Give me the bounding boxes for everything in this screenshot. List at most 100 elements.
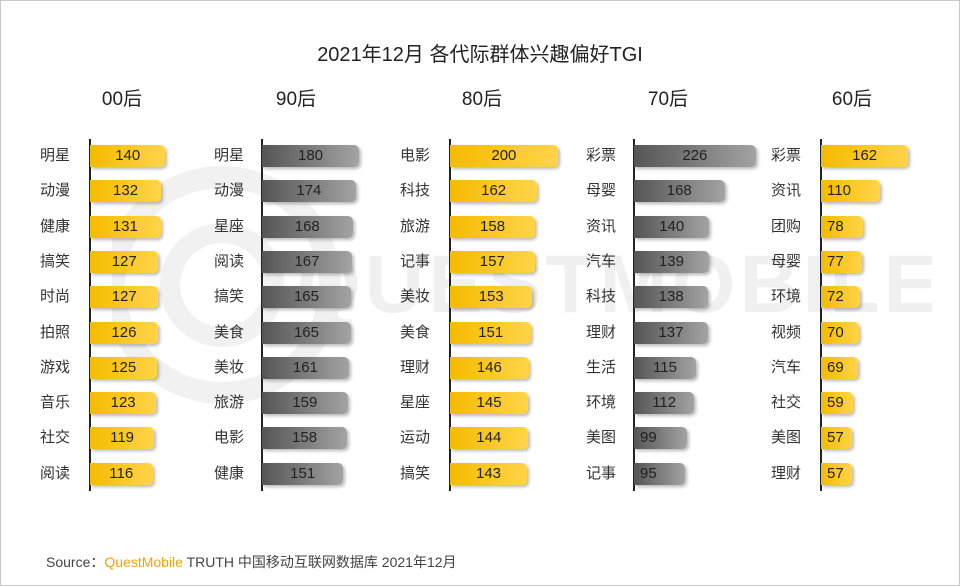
value-label: 143 — [476, 464, 502, 482]
bar — [262, 427, 348, 450]
category-label: 旅游 — [214, 394, 245, 412]
category-label: 环境 — [586, 394, 617, 412]
bar — [634, 392, 695, 415]
bar — [821, 145, 909, 167]
category-label: 运动 — [400, 429, 431, 447]
value-label: 174 — [296, 182, 322, 200]
bar — [90, 321, 158, 344]
value-label: 159 — [292, 394, 318, 412]
bar — [450, 250, 535, 273]
category-label: 电影 — [214, 429, 245, 447]
bar — [634, 286, 709, 309]
bar — [90, 356, 158, 379]
value-label: 126 — [111, 323, 137, 341]
category-label: 健康 — [40, 217, 71, 235]
category-label: 搞笑 — [400, 464, 431, 482]
bar — [634, 356, 696, 379]
category-label: 搞笑 — [214, 288, 245, 306]
bar — [634, 250, 709, 273]
category-label: 彩票 — [771, 147, 802, 164]
bar — [262, 250, 352, 273]
source-brand: QuestMobile — [104, 554, 183, 570]
value-label: 146 — [476, 358, 502, 376]
bar — [262, 392, 348, 415]
value-label: 226 — [682, 147, 708, 164]
axis-line-4 — [820, 139, 822, 491]
group-header-2: 80后 — [461, 89, 503, 110]
bar — [450, 427, 528, 450]
chart-title: 2021年12月 各代际群体兴趣偏好TGI — [317, 44, 643, 66]
category-label: 明星 — [40, 147, 71, 164]
value-label: 115 — [653, 358, 677, 376]
category-label: 记事 — [400, 252, 431, 270]
bar — [450, 145, 558, 167]
bar — [90, 427, 155, 450]
bar — [90, 215, 161, 238]
category-label: 团购 — [771, 217, 802, 235]
source-prefix: Source： — [46, 554, 105, 570]
category-label: 视频 — [771, 323, 802, 341]
bar — [450, 462, 528, 485]
category-label: 理财 — [400, 358, 431, 376]
value-label: 127 — [111, 288, 137, 306]
category-label: 美图 — [586, 429, 617, 447]
value-label: 110 — [827, 182, 851, 200]
value-label: 57 — [827, 464, 844, 482]
bar — [262, 462, 344, 485]
bar — [262, 215, 353, 238]
bar — [634, 462, 686, 485]
category-label: 阅读 — [40, 464, 71, 482]
bar — [90, 392, 157, 415]
category-label: 搞笑 — [40, 252, 71, 270]
bar — [262, 145, 359, 167]
bar — [821, 286, 860, 309]
value-label: 140 — [659, 217, 685, 235]
value-label: 162 — [852, 147, 878, 164]
bar — [262, 356, 349, 379]
source-note: Source：QuestMobile TRUTH 中国移动互联网数据库 2021… — [46, 552, 457, 572]
category-label: 汽车 — [771, 358, 802, 376]
category-label: 动漫 — [40, 182, 71, 200]
bar — [262, 180, 356, 203]
category-label: 记事 — [586, 464, 617, 482]
value-label: 78 — [827, 217, 844, 235]
axis-line-0 — [89, 139, 91, 491]
category-label: 科技 — [400, 182, 431, 200]
category-label: 阅读 — [214, 252, 245, 270]
category-label: 美食 — [400, 323, 431, 341]
axis-line-3 — [633, 139, 635, 491]
category-label: 拍照 — [40, 323, 71, 341]
bar — [634, 321, 708, 344]
value-label: 200 — [491, 147, 517, 164]
value-label: 151 — [290, 464, 316, 482]
bar — [450, 286, 533, 309]
category-label: 音乐 — [40, 394, 71, 412]
bar — [90, 145, 166, 167]
value-label: 165 — [293, 323, 319, 341]
value-label: 112 — [652, 394, 677, 412]
category-label: 电影 — [400, 147, 431, 164]
value-label: 99 — [640, 429, 657, 447]
category-label: 理财 — [586, 323, 617, 341]
value-label: 165 — [293, 288, 319, 306]
bar — [821, 356, 859, 379]
value-label: 123 — [110, 394, 136, 412]
category-label: 社交 — [40, 429, 71, 447]
category-label: 星座 — [400, 394, 431, 412]
category-label: 美图 — [771, 429, 802, 447]
category-label: 生活 — [586, 358, 617, 376]
value-label: 131 — [112, 217, 138, 235]
value-label: 72 — [827, 288, 844, 306]
value-label: 144 — [476, 429, 502, 447]
bar — [90, 180, 162, 203]
bar — [634, 427, 688, 450]
value-label: 57 — [827, 429, 844, 447]
value-label: 158 — [480, 217, 506, 235]
bar — [450, 215, 536, 238]
value-label: 157 — [479, 252, 505, 270]
value-label: 119 — [110, 429, 135, 447]
bar — [821, 321, 859, 344]
value-label: 132 — [113, 182, 139, 200]
value-label: 95 — [640, 464, 657, 482]
value-label: 139 — [658, 252, 684, 270]
